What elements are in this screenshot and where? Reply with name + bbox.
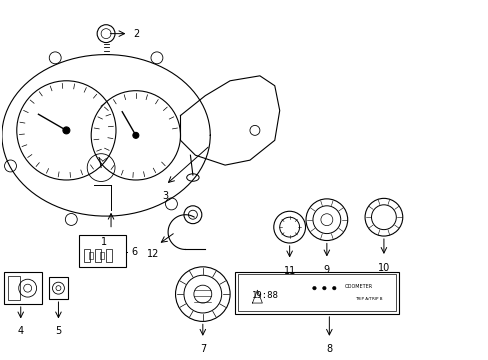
Text: TRIP A/TRIP B: TRIP A/TRIP B (354, 297, 382, 301)
Circle shape (133, 132, 139, 138)
Text: 11: 11 (283, 266, 295, 276)
Text: 10: 10 (377, 263, 389, 273)
Bar (95, 249, 101, 262)
Bar (83, 249, 89, 262)
Text: 8: 8 (325, 344, 332, 354)
Bar (4, 272, 41, 304)
Circle shape (332, 287, 335, 290)
Bar (237, 274, 395, 311)
Text: 19:88: 19:88 (251, 291, 278, 300)
Text: 1: 1 (101, 237, 106, 247)
Bar (79, 235, 126, 267)
Bar (49, 277, 68, 299)
Text: 6: 6 (131, 247, 137, 257)
Text: ODOMETER: ODOMETER (345, 284, 372, 289)
Text: 4: 4 (18, 327, 24, 336)
Bar (235, 272, 398, 314)
Text: 7: 7 (199, 344, 205, 354)
Text: 9: 9 (323, 265, 329, 275)
Bar (89, 252, 93, 260)
Text: 12: 12 (147, 249, 159, 260)
Bar (8, 276, 20, 300)
Bar (105, 249, 111, 262)
Bar (100, 252, 104, 260)
Circle shape (63, 127, 70, 134)
Circle shape (322, 287, 325, 290)
Text: 2: 2 (133, 29, 140, 39)
Circle shape (312, 287, 316, 290)
Text: 5: 5 (55, 327, 61, 336)
Text: 3: 3 (162, 191, 168, 201)
